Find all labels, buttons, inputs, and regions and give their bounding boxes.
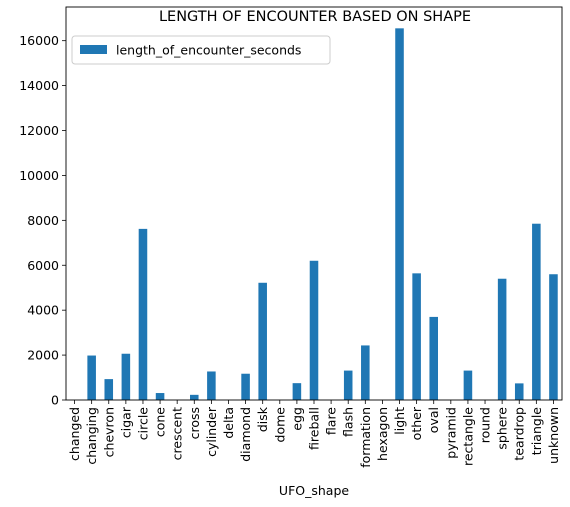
x-tick-label: cylinder — [204, 406, 219, 457]
legend: length_of_encounter_seconds — [71, 35, 331, 65]
bar-formation — [361, 345, 370, 400]
x-tick-label: cone — [153, 407, 168, 437]
x-tick-label: rectangle — [460, 407, 475, 466]
bars-group — [87, 28, 558, 400]
bar-cone — [155, 393, 165, 400]
x-tick-label: changing — [84, 407, 99, 465]
bar-flash — [343, 370, 353, 400]
bar-diamond — [241, 373, 250, 400]
x-tick-label: delta — [221, 407, 236, 439]
plot-frame — [65, 6, 563, 401]
legend-box — [71, 35, 331, 65]
x-tick-label: cigar — [118, 406, 133, 438]
bar-circle — [138, 228, 148, 400]
bar-other — [412, 273, 421, 400]
x-tick-label: dome — [272, 407, 287, 443]
bar-light — [395, 28, 404, 400]
y-tick-label: 10000 — [19, 168, 59, 183]
x-tick-label: flash — [341, 407, 356, 437]
y-tick-label: 8000 — [27, 213, 59, 228]
x-axis-label: UFO_shape — [279, 483, 349, 498]
x-tick-label: sphere — [495, 407, 510, 450]
x-tick-label: chevron — [101, 407, 116, 457]
x-tick-label: hexagon — [375, 407, 390, 461]
x-tick-label: pyramid — [443, 407, 458, 459]
bar-egg — [292, 383, 302, 400]
bar-oval — [429, 316, 438, 400]
y-tick-label: 0 — [51, 393, 59, 408]
legend-swatch — [80, 45, 107, 54]
bar-disk — [258, 282, 267, 400]
x-tick-label: round — [478, 407, 493, 443]
bar-sphere — [497, 278, 507, 400]
y-tick-label: 14000 — [19, 78, 59, 93]
x-tick-label: triangle — [529, 407, 544, 456]
x-tick-label: crescent — [170, 407, 185, 460]
chart-title: LENGTH OF ENCOUNTER BASED ON SHAPE — [159, 9, 471, 25]
bar-unknown — [549, 274, 558, 400]
y-tick-label: 4000 — [27, 303, 59, 318]
y-tick-label: 6000 — [27, 258, 59, 273]
y-tick-label: 12000 — [19, 123, 59, 138]
x-tick-label: cross — [187, 407, 202, 439]
x-tick-label: disk — [255, 406, 270, 432]
bar-cross — [190, 394, 199, 400]
x-tick-label: circle — [135, 407, 150, 441]
x-tick-label: other — [409, 406, 424, 440]
bar-triangle — [532, 223, 541, 400]
y-axis: 0 2000 4000 6000 8000 10000 12000 14000 16000 — [19, 33, 66, 408]
x-tick-label: egg — [289, 407, 304, 431]
x-tick-label: light — [392, 407, 407, 435]
x-tick-label: formation — [358, 407, 373, 468]
bar-fireball — [309, 260, 319, 400]
bar-cigar — [121, 353, 131, 400]
bar-cylinder — [207, 371, 216, 400]
y-tick-label: 2000 — [27, 348, 59, 363]
bar-rectangle — [463, 370, 473, 400]
legend-label: length_of_encounter_seconds — [116, 43, 301, 58]
x-tick-label: teardrop — [512, 407, 527, 461]
bar-chevron — [104, 379, 114, 400]
bar-changing — [87, 355, 96, 400]
x-tick-label: oval — [426, 407, 441, 433]
bar-teardrop — [514, 383, 524, 400]
x-tick-label: diamond — [238, 407, 253, 462]
x-tick-label: flare — [324, 407, 339, 435]
x-tick-label: unknown — [546, 407, 561, 464]
x-tick-label: fireball — [307, 407, 322, 450]
x-axis: changed changing chevron cigar circle cone cre… — [67, 400, 561, 468]
x-tick-label: changed — [67, 407, 82, 461]
y-tick-label: 16000 — [19, 33, 59, 48]
